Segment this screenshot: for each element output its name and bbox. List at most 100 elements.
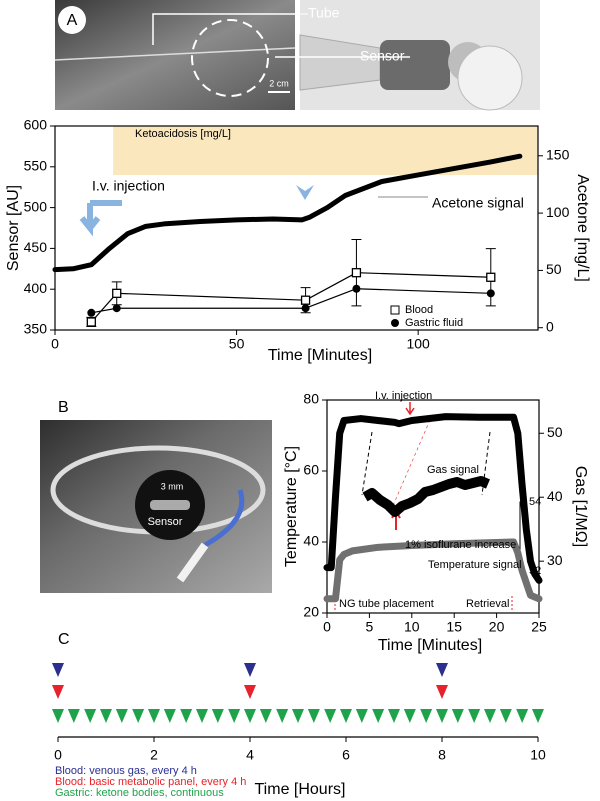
marker — [86, 317, 96, 327]
panel-badge — [58, 6, 86, 34]
legend-marker — [390, 305, 400, 315]
event-marker — [532, 709, 544, 723]
inset-signal — [362, 476, 490, 517]
y-tick-label: 350 — [24, 321, 48, 337]
annotation: Retrieval — [466, 598, 509, 610]
zoom-sensor — [150, 500, 190, 510]
event-marker — [292, 709, 304, 723]
annotation: Ketoacidosis [mg/L] — [135, 128, 231, 140]
panel-label: C — [58, 631, 70, 648]
event-marker — [403, 709, 416, 723]
sensor-circle — [191, 19, 269, 97]
marker — [112, 304, 121, 313]
tube-end — [176, 542, 209, 583]
sensor-label: Sensor — [360, 48, 405, 64]
annotation: 1% isoflurane increase — [405, 539, 516, 551]
annotation: I.v. injection — [375, 390, 432, 402]
marker — [351, 268, 362, 278]
event-marker — [324, 709, 337, 723]
legend-label: Blood: venous gas, every 4 h — [55, 765, 197, 777]
x-axis-label: Time [Hours] — [255, 781, 346, 798]
y2-axis-label: Gas [1/MΩ] — [572, 466, 589, 547]
signal-line — [323, 413, 543, 584]
panel-label: A — [67, 12, 78, 29]
event-marker — [180, 709, 193, 723]
y2-tick-label: 50 — [546, 261, 562, 277]
event-marker — [132, 709, 145, 723]
marker — [87, 308, 96, 317]
annotation: Gas signal — [427, 464, 479, 476]
event-marker — [52, 663, 64, 677]
event-marker — [484, 709, 496, 723]
marker — [112, 288, 122, 298]
tube-trace — [54, 47, 296, 61]
y-axis-label: Temperature [°C] — [283, 446, 300, 567]
event-marker — [259, 709, 272, 723]
x-tick-label: 0 — [51, 336, 59, 352]
y-axis-label: Sensor [AU] — [5, 185, 22, 271]
x-tick-label: 0 — [54, 747, 62, 763]
event-marker — [516, 709, 529, 723]
x-tick-label: 10 — [530, 747, 546, 763]
y-tick-label: 400 — [24, 280, 48, 296]
annotation: 54 — [529, 496, 541, 508]
y-tick-label: 450 — [24, 239, 48, 255]
event-marker — [163, 709, 176, 723]
annotation: Temperature signal — [428, 559, 522, 571]
event-marker — [436, 663, 448, 677]
event-marker — [244, 709, 256, 723]
event-marker — [228, 709, 241, 723]
marker — [300, 295, 311, 305]
event-marker — [84, 709, 97, 723]
x-tick-label: 2 — [150, 747, 158, 763]
y2-tick-label: 50 — [547, 424, 563, 440]
x-tick-label: 5 — [366, 619, 374, 635]
scale-label: 3 mm — [161, 481, 184, 491]
event-marker — [388, 709, 400, 723]
event-marker — [196, 709, 208, 723]
y-tick-label: 550 — [24, 158, 48, 174]
y-tick-label: 40 — [303, 533, 319, 549]
event-marker — [67, 709, 80, 723]
event-marker — [340, 709, 352, 723]
x-axis-label: Time [Minutes] — [378, 637, 482, 654]
signal-line — [52, 153, 523, 273]
annotation: I.v. injection — [92, 178, 165, 194]
legend-label: Blood — [405, 304, 433, 316]
event-marker — [244, 663, 256, 677]
x-tick-label: 15 — [446, 619, 462, 635]
blue-tube — [203, 489, 245, 548]
x-tick-label: 6 — [342, 747, 350, 763]
legend-label: Gastric: ketone bodies, continuous — [55, 787, 224, 799]
x-tick-label: 50 — [229, 336, 245, 352]
legend-marker — [391, 319, 399, 327]
event-marker — [372, 709, 385, 723]
event-marker — [115, 709, 128, 723]
event-marker — [451, 709, 464, 723]
event-marker — [52, 709, 64, 723]
annotation: 52 — [529, 565, 541, 577]
x-tick-label: 0 — [323, 619, 331, 635]
plot-frame — [54, 125, 539, 331]
cap — [457, 45, 523, 111]
y-tick-label: 60 — [303, 462, 319, 478]
x-tick-label: 25 — [531, 619, 547, 635]
scale-label: 2 cm — [269, 78, 289, 88]
event-marker — [276, 709, 289, 723]
event-marker — [307, 709, 320, 723]
x-axis-label: Time [Minutes] — [268, 347, 372, 364]
x-tick-label: 10 — [404, 619, 420, 635]
panel-label: B — [58, 399, 69, 416]
event-marker — [436, 709, 448, 723]
injection-arrow — [405, 402, 415, 416]
legend-label: Gastric fluid — [405, 317, 463, 329]
plot-frame — [326, 399, 540, 614]
annotation: Acetone signal — [432, 195, 524, 211]
event-marker — [420, 709, 433, 723]
marker — [301, 304, 310, 313]
sensor-label: Sensor — [148, 516, 183, 528]
y2-axis-label: Acetone [mg/L] — [574, 174, 591, 282]
y2-tick-label: 0 — [546, 318, 554, 334]
tube-label: Tube — [308, 5, 340, 21]
xray-image — [55, 0, 295, 110]
